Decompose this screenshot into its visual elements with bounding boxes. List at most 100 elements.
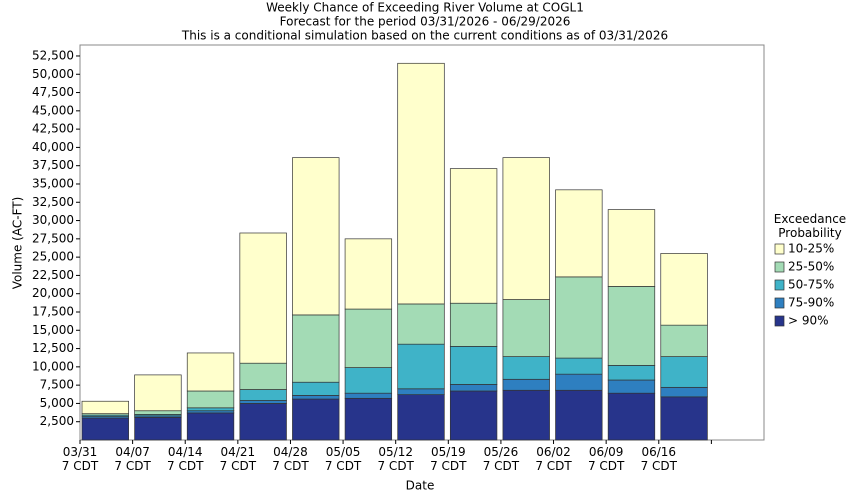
bar-segment [81, 400, 129, 415]
x-tick-label: 05/19 7 CDT [430, 445, 467, 473]
bar-segment [660, 253, 708, 326]
bar-segment [555, 373, 603, 391]
bar-segment [607, 365, 656, 381]
legend-label: 50-75% [788, 278, 834, 292]
y-tick-label: 30,000 [32, 213, 74, 227]
bar-segment [502, 378, 550, 391]
y-tick-label: 32,500 [32, 195, 74, 209]
y-tick-label: 7,500 [40, 378, 74, 392]
bar-segment [607, 392, 656, 441]
x-tick-label: 04/07 7 CDT [114, 445, 151, 473]
y-tick-label: 22,500 [32, 268, 74, 282]
bar-segment [555, 389, 603, 441]
bar-segment [134, 374, 182, 412]
bar-segment [555, 357, 603, 375]
legend-swatch [774, 243, 785, 255]
x-tick-label: 04/14 7 CDT [167, 445, 204, 473]
bar-segment [134, 410, 182, 415]
x-tick-label: 04/28 7 CDT [272, 445, 309, 473]
bar-segment [449, 168, 498, 304]
legend-swatch [774, 297, 785, 309]
bar-segment [344, 367, 393, 394]
y-tick-label: 45,000 [32, 103, 74, 117]
x-tick-label: 06/09 7 CDT [588, 445, 625, 473]
y-tick-label: 10,000 [32, 359, 74, 373]
bar-segment [502, 356, 550, 380]
bar-segment [449, 346, 498, 385]
bar-segment [449, 384, 498, 392]
x-tick-label: 03/31 7 CDT [62, 445, 99, 473]
bar-segment [397, 394, 445, 441]
chart-note: This is a conditional simulation based o… [181, 29, 668, 43]
legend-label: 25-50% [788, 260, 834, 274]
bar-segment [81, 417, 129, 441]
bar-segment [660, 396, 708, 441]
y-tick-label: 27,500 [32, 231, 74, 245]
legend-title: Exceedance Probability [774, 212, 846, 240]
y-tick-label: 35,000 [32, 176, 74, 190]
bar-segment [186, 412, 235, 441]
bar-segment [397, 303, 445, 345]
x-tick-label: 05/26 7 CDT [483, 445, 520, 473]
bar-segment [660, 324, 708, 357]
y-tick-label: 20,000 [32, 286, 74, 300]
chart-title: Weekly Chance of Exceeding River Volume … [266, 1, 584, 15]
bar-segment [239, 389, 287, 401]
y-tick-label: 12,500 [32, 341, 74, 355]
bar-segment [397, 343, 445, 390]
y-tick-label: 2,500 [40, 414, 74, 428]
bar-segment [344, 308, 393, 368]
bar-segment [292, 398, 340, 441]
y-tick-label: 40,000 [32, 140, 74, 154]
bar-segment [660, 356, 708, 388]
bar-segment [186, 352, 235, 392]
y-tick-label: 37,500 [32, 158, 74, 172]
legend-swatch [774, 279, 785, 291]
y-axis-label: Volume (AC-FT) [11, 197, 25, 290]
bar-segment [397, 62, 445, 305]
bar-segment [344, 392, 393, 399]
bar-segment [502, 299, 550, 357]
bar-segment [344, 397, 393, 441]
x-tick-label: 06/16 7 CDT [641, 445, 678, 473]
y-tick-label: 50,000 [32, 67, 74, 81]
y-tick-label: 17,500 [32, 304, 74, 318]
chart-subtitle: Forecast for the period 03/31/2026 - 06/… [280, 15, 571, 29]
bar-segment [607, 379, 656, 394]
bar-segment [555, 276, 603, 359]
y-tick-label: 5,000 [40, 396, 74, 410]
x-tick-label: 05/12 7 CDT [377, 445, 414, 473]
bar-segment [239, 400, 287, 404]
x-axis-label: Date [406, 479, 435, 493]
bar-segment [239, 403, 287, 441]
bar-segment [502, 157, 550, 300]
y-tick-label: 52,500 [32, 48, 74, 62]
x-tick-label: 06/02 7 CDT [535, 445, 572, 473]
bar-segment [607, 286, 656, 366]
x-tick-label: 04/21 7 CDT [220, 445, 257, 473]
y-tick-label: 42,500 [32, 122, 74, 136]
bar-segment [239, 362, 287, 390]
bar-segment [292, 381, 340, 396]
bar-segment [555, 189, 603, 278]
bar-segment [397, 388, 445, 395]
bar-segment [449, 302, 498, 347]
y-tick-label: 47,500 [32, 85, 74, 99]
y-tick-label: 15,000 [32, 323, 74, 337]
bar-segment [660, 386, 708, 398]
bar-segment [607, 209, 656, 287]
bar-segment [134, 416, 182, 441]
legend-swatch [774, 315, 785, 327]
legend-label: > 90% [788, 314, 829, 328]
bar-segment [239, 232, 287, 364]
bar-segment [344, 238, 393, 310]
bar-segment [502, 389, 550, 441]
bar-segment [186, 407, 235, 412]
y-tick-label: 25,000 [32, 250, 74, 264]
legend-swatch [774, 261, 785, 273]
bar-segment [292, 395, 340, 400]
bar-segment [449, 390, 498, 441]
legend-label: 10-25% [788, 242, 834, 256]
bar-segment [186, 390, 235, 409]
